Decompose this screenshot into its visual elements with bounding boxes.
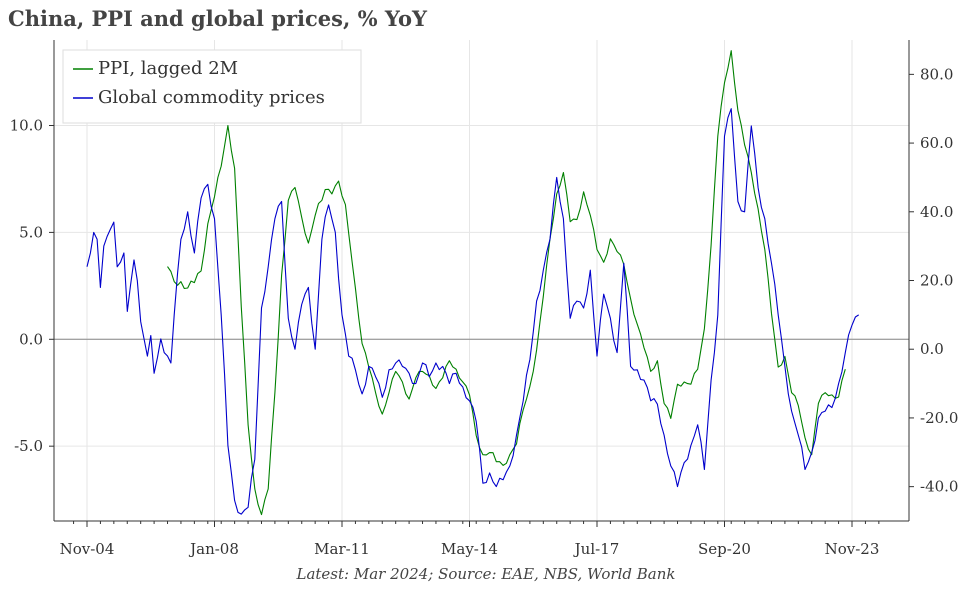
- axes: [53, 40, 910, 524]
- x-axis-ticks: Nov-04 Jan-08 Mar-11 May-14 Jul-17 Sep-20 Nov-…: [60, 521, 880, 558]
- x-tick-label: Nov-23: [825, 540, 880, 558]
- series-line-global-commodity-prices: [86, 108, 859, 515]
- y-right-tick-label: 0.0: [920, 340, 944, 358]
- y-left-tick-label: 10.0: [10, 117, 43, 135]
- legend-label: PPI, lagged 2M: [98, 58, 238, 79]
- series-line-ppi: [167, 50, 846, 516]
- legend: PPI, lagged 2M Global commodity prices: [62, 49, 362, 124]
- y-left-tick-label: 0.0: [19, 330, 43, 348]
- left-y-axis-ticks: 10.0 5.0 0.0 -5.0: [10, 117, 54, 455]
- y-left-tick-label: 5.0: [19, 223, 43, 241]
- source-note: Latest: Mar 2024; Source: EAE, NBS, Worl…: [296, 565, 676, 583]
- y-right-tick-label: 40.0: [920, 203, 953, 221]
- chart-title: China, PPI and global prices, % YoY: [8, 6, 428, 31]
- y-right-tick-label: -20.0: [920, 409, 958, 427]
- y-right-tick-label: 80.0: [920, 65, 953, 83]
- right-y-axis-ticks: 80.0 60.0 40.0 20.0 0.0 -20.0 -40.0: [909, 65, 958, 496]
- x-tick-label: Sep-20: [698, 540, 751, 558]
- x-tick-label: May-14: [441, 540, 498, 558]
- x-tick-label: Mar-11: [314, 540, 370, 558]
- y-right-tick-label: 20.0: [920, 272, 953, 290]
- y-right-tick-label: 60.0: [920, 134, 953, 152]
- x-tick-label: Nov-04: [60, 540, 115, 558]
- y-right-tick-label: -40.0: [920, 478, 958, 496]
- y-left-tick-label: -5.0: [14, 437, 43, 455]
- legend-label: Global commodity prices: [98, 87, 325, 108]
- x-tick-label: Jan-08: [188, 540, 239, 558]
- series-layer: [86, 50, 859, 516]
- x-tick-label: Jul-17: [573, 540, 620, 558]
- legend-box: [62, 49, 362, 124]
